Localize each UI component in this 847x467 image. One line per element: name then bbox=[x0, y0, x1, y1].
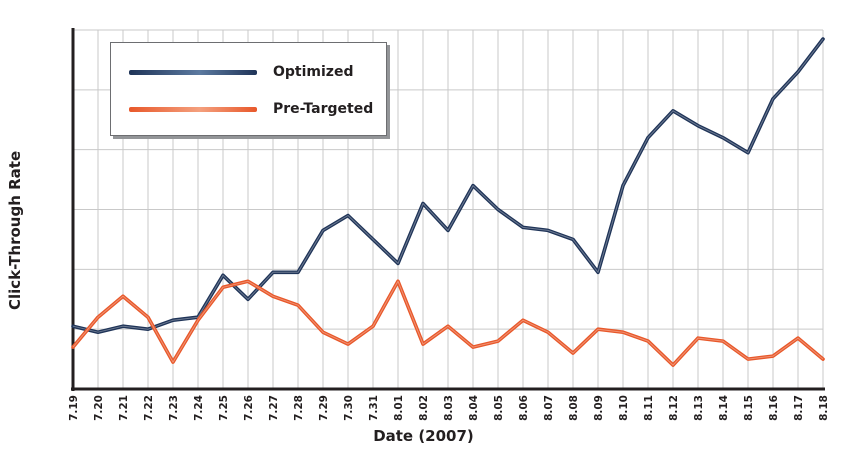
x-tick-label: 8.14 bbox=[718, 395, 730, 421]
legend-swatch-pre-targeted bbox=[129, 106, 257, 112]
x-tick-label: 7.31 bbox=[368, 395, 380, 421]
x-tick-label: 7.22 bbox=[143, 395, 155, 421]
series-line-pre-targeted bbox=[71, 279, 825, 367]
x-tick-label: 7.29 bbox=[318, 395, 330, 421]
x-tick-label: 7.20 bbox=[93, 395, 105, 421]
legend-item-pre-targeted: Pre-Targeted bbox=[129, 99, 373, 119]
x-tick-label: 7.27 bbox=[268, 395, 280, 421]
x-tick-label: 7.28 bbox=[293, 395, 305, 421]
x-tick-label: 7.25 bbox=[218, 395, 230, 421]
legend-label-pre-targeted: Pre-Targeted bbox=[273, 101, 374, 117]
series-line-optimized bbox=[71, 37, 825, 335]
x-tick-label: 8.01 bbox=[393, 395, 405, 421]
series-highlight-optimized bbox=[72, 38, 824, 333]
y-axis-label: Click-Through Rate bbox=[6, 150, 24, 310]
legend-swatch-optimized bbox=[129, 69, 257, 75]
x-tick-label: 8.05 bbox=[493, 395, 505, 421]
x-tick-label: 8.13 bbox=[693, 395, 705, 421]
x-axis-label: Date (2007) bbox=[373, 427, 474, 445]
x-tick-label: 8.08 bbox=[568, 395, 580, 421]
series-highlight-pre-targeted bbox=[72, 280, 824, 366]
x-tick-label: 8.03 bbox=[443, 395, 455, 421]
x-tick-label: 7.26 bbox=[243, 395, 255, 421]
legend-item-optimized: Optimized bbox=[129, 62, 353, 82]
x-tick-label: 8.16 bbox=[768, 395, 780, 421]
x-tick-label: 8.09 bbox=[593, 395, 605, 421]
x-tick-label: 8.11 bbox=[643, 395, 655, 421]
x-tick-label: 8.07 bbox=[543, 395, 555, 421]
legend-label-optimized: Optimized bbox=[273, 64, 354, 80]
x-tick-label: 8.17 bbox=[793, 395, 805, 421]
x-tick-label: 8.06 bbox=[518, 395, 530, 421]
axes bbox=[71, 28, 825, 391]
x-tick-label: 7.19 bbox=[68, 395, 80, 421]
x-tick-label: 8.02 bbox=[418, 395, 430, 421]
series-lines bbox=[71, 37, 825, 367]
legend: Optimized Pre-Targeted bbox=[110, 42, 387, 136]
x-tick-labels: 7.19 7.20 7.21 7.22 7.23 7.24 7.25 7.26 7.27 7.28… bbox=[68, 395, 830, 421]
x-tick-label: 8.10 bbox=[618, 395, 630, 421]
x-tick-label: 7.24 bbox=[193, 395, 205, 421]
x-tick-label: 7.23 bbox=[168, 395, 180, 421]
x-tick-label: 7.30 bbox=[343, 395, 355, 421]
x-tick-label: 8.12 bbox=[668, 395, 680, 421]
x-tick-label: 8.15 bbox=[743, 395, 755, 421]
x-tick-label: 8.04 bbox=[468, 395, 480, 421]
x-tick-label: 8.18 bbox=[818, 395, 830, 421]
x-tick-label: 7.21 bbox=[118, 395, 130, 421]
